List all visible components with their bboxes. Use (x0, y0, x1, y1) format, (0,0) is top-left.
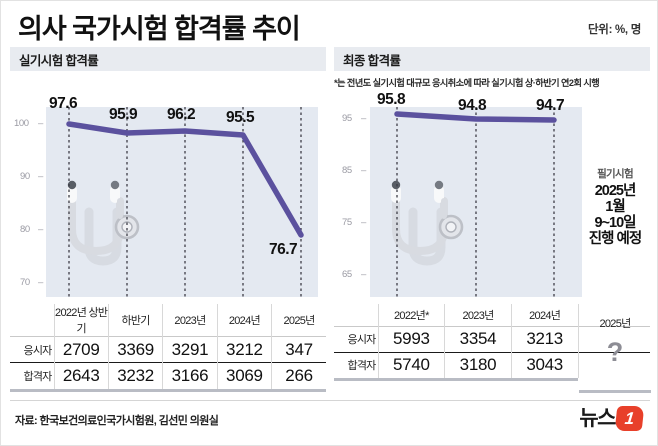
table-row: 합격자 2643 3232 3166 3069 266 (10, 362, 326, 389)
left-row1-v3: 3069 (216, 362, 272, 389)
notice-year-label: 2025년 (599, 318, 631, 330)
right-datalabel-0: 95.8 (377, 91, 406, 108)
left-panel: 실기시험 합격률 (10, 47, 326, 392)
right-row1-v1: 3180 (444, 351, 512, 378)
right-col-spacer (577, 304, 650, 326)
notice-unknown-value: ? (606, 337, 624, 367)
right-table-bottom-rule (334, 378, 578, 381)
stethoscope-illustration (67, 180, 140, 266)
left-col-2: 2023년 (162, 304, 218, 337)
unit-label: 단위: %, 명 (588, 24, 641, 36)
right-ytick-dash-2: – (361, 217, 366, 228)
right-ytick-65: 65 (342, 269, 352, 280)
source-text: 자료: 한국보건의료인국가시험원, 김선민 의원실 (15, 415, 219, 427)
right-datalabel-2: 94.7 (536, 97, 565, 114)
left-row1-label: 합격자 (10, 362, 54, 389)
right-row1-spacer (577, 351, 650, 378)
left-row0-v1: 3369 (107, 336, 163, 363)
right-panel: 최종 합격률 *는 전년도 실기시험 대규모 응시취소에 따라 실기시험 상·하… (334, 47, 650, 381)
right-table-header-row: 2022년* 2023년 2024년 (334, 304, 650, 326)
left-col-3: 2024년 (216, 304, 272, 337)
left-col-1: 하반기 (107, 304, 163, 337)
page-title: 의사 국가시험 합격률 추이 (18, 14, 301, 44)
left-chart-svg (46, 107, 318, 297)
left-row0-v4: 347 (271, 336, 326, 363)
left-row1-v2: 3166 (162, 362, 218, 389)
right-chart-svg (370, 107, 582, 297)
right-ytick-95: 95 (342, 113, 352, 124)
right-col-0: 2022년* (377, 304, 445, 326)
right-datalabel-1: 94.8 (458, 97, 487, 114)
footer-divider (10, 400, 650, 401)
left-datalabel-4: 76.7 (269, 241, 298, 258)
right-chart: 95 – 85 – 75 – 65 – 95.8 94.8 94.7 (334, 89, 650, 304)
left-ytick-90: 90 (20, 171, 30, 182)
left-ytick-dash-2: – (38, 224, 43, 235)
notice-bottom-rule (579, 390, 651, 393)
left-ytick-80: 80 (20, 224, 30, 235)
left-row0-label: 응시자 (10, 336, 54, 363)
left-row0-v0: 2709 (53, 336, 109, 363)
right-row0-v2: 3213 (510, 325, 578, 352)
left-data-line (66, 121, 304, 238)
right-ytick-dash-1: – (361, 165, 366, 176)
right-section-title: 최종 합격률 (334, 47, 650, 71)
notice-line-1: 2025년 (594, 182, 637, 199)
right-row0-v1: 3354 (444, 325, 512, 352)
written-exam-notice: 필기시험 2025년 1월 9~10일 진행 예정 (579, 168, 651, 248)
left-ytick-dash-0: – (38, 118, 43, 129)
left-section-title: 실기시험 합격률 (10, 47, 326, 71)
right-row0-label: 응시자 (334, 325, 378, 352)
notice-line-3: 9~10일 (594, 215, 636, 232)
left-datalabel-3: 95.5 (226, 109, 255, 126)
left-ytick-dash-1: – (38, 171, 43, 182)
logo-text: 뉴스 (579, 407, 616, 430)
right-row0-v0: 5993 (377, 325, 445, 352)
left-row0-v2: 3291 (162, 336, 218, 363)
table-row: 합격자 5740 3180 3043 (334, 351, 650, 378)
right-col-1: 2023년 (444, 304, 512, 326)
left-datalabel-1: 95.9 (109, 106, 138, 123)
left-chart: 100 – 90 – 80 – 70 – 97.6 95.9 96.2 95.5… (10, 89, 326, 304)
right-data-line (394, 111, 557, 123)
right-row1-v2: 3043 (510, 351, 578, 378)
left-datalabel-0: 97.6 (49, 95, 78, 112)
right-table-corner (334, 304, 378, 326)
news1-logo: 뉴스 1 (579, 406, 645, 431)
right-table: 2022년* 2023년 2024년 응시자 5993 3354 3213 합격… (334, 304, 650, 378)
left-ytick-70: 70 (20, 277, 30, 288)
logo-mark-icon: 1 (614, 406, 645, 431)
right-row1-label: 합격자 (334, 351, 378, 378)
left-table-corner (10, 304, 54, 337)
right-ytick-dash-0: – (361, 113, 366, 124)
left-table: 2022년 상반기 하반기 2023년 2024년 2025년 응시자 2709… (10, 304, 326, 389)
left-datalabel-2: 96.2 (167, 106, 196, 123)
left-row1-v0: 2643 (53, 362, 109, 389)
right-ytick-85: 85 (342, 165, 352, 176)
table-row: 응시자 5993 3354 3213 (334, 325, 650, 352)
left-ytick-dash-3: – (38, 277, 43, 288)
left-col-4: 2025년 (271, 304, 326, 337)
left-ytick-100: 100 (14, 118, 29, 129)
left-row1-v4: 266 (271, 362, 326, 389)
right-ytick-dash-3: – (361, 269, 366, 280)
right-row0-spacer (577, 325, 650, 352)
left-col-0: 2022년 상반기 (53, 304, 109, 337)
left-row0-v3: 3212 (216, 336, 272, 363)
table-row: 응시자 2709 3369 3291 3212 347 (10, 336, 326, 363)
left-table-bottom-rule (10, 388, 326, 392)
right-col-2: 2024년 (510, 304, 578, 326)
notice-line-4: 진행 예정 (588, 231, 642, 248)
left-table-header-row: 2022년 상반기 하반기 2023년 2024년 2025년 (10, 304, 326, 337)
right-ytick-75: 75 (342, 217, 352, 228)
right-row1-v0: 5740 (377, 351, 445, 378)
notice-heading: 필기시험 (597, 168, 634, 180)
right-note: *는 전년도 실기시험 대규모 응시취소에 따라 실기시험 상·하반기 연2회 … (334, 78, 600, 88)
stethoscope-illustration (391, 180, 464, 266)
left-row1-v1: 3232 (107, 362, 163, 389)
notice-line-2: 1월 (605, 198, 625, 215)
